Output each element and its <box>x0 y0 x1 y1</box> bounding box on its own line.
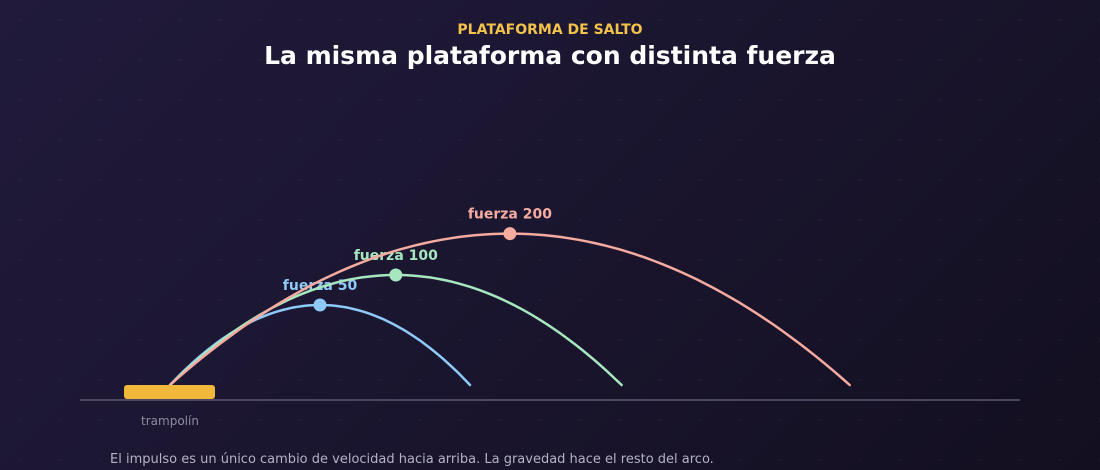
apex-dot-50 <box>313 298 327 312</box>
arc-label-100: fuerza 100 <box>354 248 438 264</box>
arc-label-200: fuerza 200 <box>468 207 552 223</box>
apex-dot-200 <box>503 227 517 241</box>
eyebrow-label: PLATAFORMA DE SALTO <box>457 22 642 38</box>
apex-dot-100 <box>389 268 403 282</box>
page-title: La misma plataforma con distinta fuerza <box>264 41 836 70</box>
trampoline-label: trampolín <box>141 414 199 428</box>
caption-text: El impulso es un único cambio de velocid… <box>110 452 714 467</box>
trampoline-platform <box>124 385 215 399</box>
